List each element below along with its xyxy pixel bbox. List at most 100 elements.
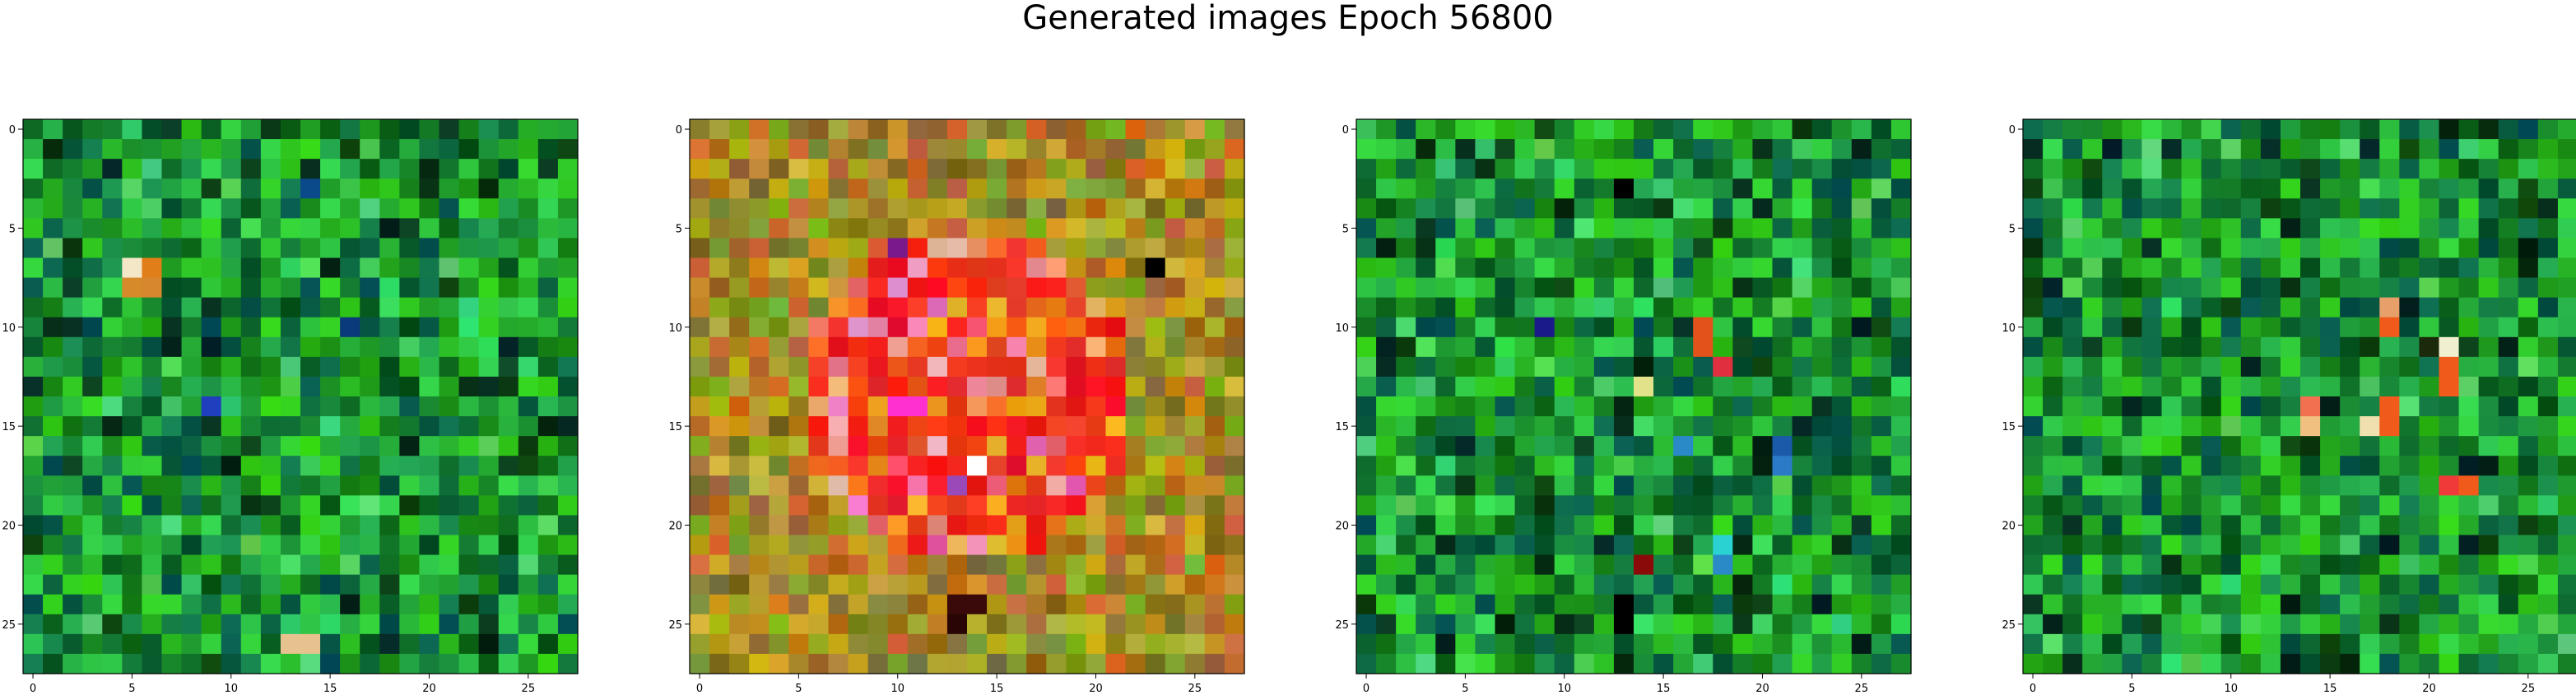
pixel-cell xyxy=(1851,436,1872,456)
pixel-cell xyxy=(946,178,968,199)
pixel-cell xyxy=(2201,653,2222,674)
pixel-cell xyxy=(1184,416,1206,437)
pixel-cell xyxy=(240,317,262,338)
pixel-cell xyxy=(1455,317,1476,338)
pixel-cell xyxy=(2537,396,2559,417)
pixel-cell xyxy=(142,297,163,318)
pixel-cell xyxy=(2320,238,2341,259)
pixel-cell xyxy=(2102,554,2123,576)
pixel-cell xyxy=(43,633,63,655)
pixel-cell xyxy=(2122,119,2143,140)
pixel-cell xyxy=(2141,535,2163,556)
pixel-cell xyxy=(1007,396,1027,417)
pixel-cell xyxy=(419,614,440,635)
pixel-cell xyxy=(967,336,988,358)
pixel-cell xyxy=(419,554,440,576)
pixel-cell xyxy=(82,396,103,417)
pixel-cell xyxy=(1792,574,1813,595)
pixel-cell xyxy=(1145,297,1166,318)
pixel-cell xyxy=(399,495,421,517)
pixel-cell xyxy=(946,396,968,417)
pixel-cell xyxy=(340,436,360,456)
pixel-cell xyxy=(122,515,143,536)
pixel-cell xyxy=(749,257,770,279)
pixel-cell xyxy=(2102,336,2123,358)
pixel-cell xyxy=(1455,475,1476,496)
pixel-cell xyxy=(2478,456,2499,476)
pixel-cell xyxy=(2537,119,2559,140)
pixel-cell xyxy=(690,436,710,456)
pixel-cell xyxy=(201,574,222,595)
pixel-cell xyxy=(161,198,183,219)
pixel-grid xyxy=(1356,119,1912,674)
pixel-cell xyxy=(2082,356,2103,378)
pixel-cell xyxy=(729,297,750,318)
pixel-cell xyxy=(1851,535,1872,556)
pixel-cell xyxy=(1732,336,1754,358)
pixel-cell xyxy=(102,633,123,655)
pixel-cell xyxy=(557,633,579,655)
pixel-cell xyxy=(788,396,810,417)
pixel-cell xyxy=(300,257,321,279)
pixel-cell xyxy=(63,614,83,635)
pixel-cell xyxy=(690,238,710,259)
pixel-cell xyxy=(1554,257,1575,279)
pixel-cell xyxy=(518,317,539,338)
pixel-cell xyxy=(2141,336,2163,358)
pixel-cell xyxy=(1890,317,1912,338)
pixel-cell xyxy=(1534,277,1555,299)
pixel-cell xyxy=(1376,257,1397,279)
pixel-cell xyxy=(142,198,163,219)
pixel-cell xyxy=(2141,159,2163,179)
pixel-cell xyxy=(987,396,1007,417)
pixel-cell xyxy=(1693,178,1713,199)
pixel-cell xyxy=(2220,317,2242,338)
pixel-cell xyxy=(1066,356,1087,378)
pixel-cell xyxy=(1634,574,1654,595)
pixel-cell xyxy=(808,515,830,536)
pixel-cell xyxy=(1732,436,1754,456)
pixel-cell xyxy=(1145,178,1166,199)
pixel-cell xyxy=(1396,178,1416,199)
pixel-cell xyxy=(280,297,301,318)
pixel-cell xyxy=(1356,376,1377,397)
pixel-cell xyxy=(1851,495,1872,517)
pixel-cell xyxy=(102,416,123,437)
pixel-cell xyxy=(82,159,103,179)
pixel-cell xyxy=(828,159,849,179)
pixel-cell xyxy=(1066,257,1087,279)
pixel-cell xyxy=(1455,396,1476,417)
pixel-cell xyxy=(2557,475,2576,496)
pixel-cell xyxy=(1224,456,1245,476)
pixel-cell xyxy=(2062,416,2083,437)
pixel-cell xyxy=(2240,119,2262,140)
pixel-cell xyxy=(1713,238,1733,259)
pixel-cell xyxy=(1204,633,1225,655)
pixel-cell xyxy=(1693,198,1713,219)
pixel-cell xyxy=(1574,317,1595,338)
pixel-cell xyxy=(161,297,183,318)
pixel-cell xyxy=(2260,198,2281,219)
y-tick-label: 0 xyxy=(676,124,682,137)
pixel-cell xyxy=(142,416,163,437)
pixel-cell xyxy=(2320,495,2341,517)
pixel-cell xyxy=(399,515,421,536)
pixel-cell xyxy=(1396,139,1416,160)
pixel-cell xyxy=(340,238,360,259)
pixel-cell xyxy=(2557,495,2576,517)
pixel-cell xyxy=(1634,594,1654,615)
pixel-cell xyxy=(987,178,1007,199)
pixel-cell xyxy=(2062,356,2083,378)
pixel-cell xyxy=(907,376,928,397)
pixel-cell xyxy=(2260,139,2281,160)
pixel-cell xyxy=(142,396,163,417)
pixel-cell xyxy=(2537,594,2559,615)
pixel-cell xyxy=(1693,257,1713,279)
pixel-cell xyxy=(749,653,770,674)
pixel-cell xyxy=(518,396,539,417)
pixel-cell xyxy=(2419,653,2440,674)
pixel-cell xyxy=(1811,356,1833,378)
pixel-cell xyxy=(518,119,539,140)
pixel-cell xyxy=(2379,139,2400,160)
pixel-cell xyxy=(2043,416,2063,437)
